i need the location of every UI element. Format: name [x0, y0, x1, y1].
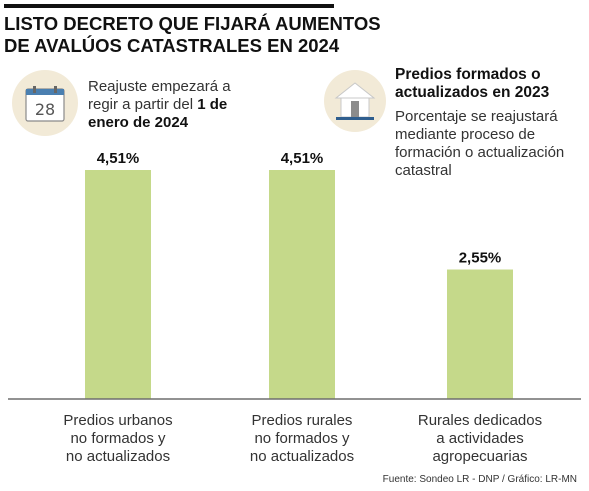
category-label-3-line-3: agropecuarias [432, 448, 527, 465]
top-rule [4, 4, 334, 8]
category-label-1-line-2: no formados y [70, 430, 166, 447]
building-note-heading-line-2: actualizados en 2023 [395, 84, 550, 101]
category-label-2-line-3: no actualizados [250, 448, 354, 465]
category-label-1-line-1: Predios urbanos [63, 412, 172, 429]
calendar-note-bold-line: enero de 2024 [88, 114, 189, 131]
building-note-line-2: mediante proceso de [395, 126, 536, 143]
calendar-note-line-2-text: regir a partir del [88, 96, 194, 113]
category-label-2-line-1: Predios rurales [252, 412, 353, 429]
building-note-body: Porcentaje se reajustará mediante proces… [395, 108, 564, 180]
chart-title-line-2: DE AVALÚOS CATASTRALES EN 2024 [4, 35, 340, 56]
source-note: Fuente: Sondeo LR - DNP / Gráfico: LR-MN [382, 474, 577, 485]
data-label-2: 4,51% [281, 150, 324, 167]
calendar-note-line-2: regir a partir del 1 de [88, 96, 231, 114]
chart-title-line-1: LISTO DECRETO QUE FIJARÁ AUMENTOS [4, 13, 381, 34]
building-note-heading: Predios formados o actualizados en 2023 [395, 66, 549, 102]
calendar-note-bold-inline: 1 de [197, 96, 228, 113]
bar-2 [269, 170, 335, 399]
category-label-3-line-1: Rurales dedicados [418, 412, 542, 429]
category-label-2-line-2: no formados y [254, 430, 350, 447]
data-label-1: 4,51% [97, 150, 140, 167]
chart-title: LISTO DECRETO QUE FIJARÁ AUMENTOS DE AVA… [4, 13, 424, 57]
bar-1 [85, 170, 151, 399]
building-note-line-4: catastral [395, 162, 452, 179]
building-note-line-3: formación o actualización [395, 144, 565, 161]
data-label-3: 2,55% [459, 250, 502, 267]
calendar-note: Reajuste empezará a regir a partir del 1… [88, 78, 231, 132]
building-icon [334, 82, 376, 120]
building-note-line-1: Porcentaje se reajustará [395, 108, 558, 125]
calendar-day: 28 [35, 100, 55, 119]
calendar-note-line-1: Reajuste empezará a [88, 78, 231, 95]
calendar-icon: 28 [25, 86, 65, 122]
category-label-3-line-2: a actividades [436, 430, 524, 447]
bar-3 [447, 269, 513, 399]
building-note-heading-line-1: Predios formados o [395, 66, 541, 83]
category-label-1-line-3: no actualizados [66, 448, 170, 465]
